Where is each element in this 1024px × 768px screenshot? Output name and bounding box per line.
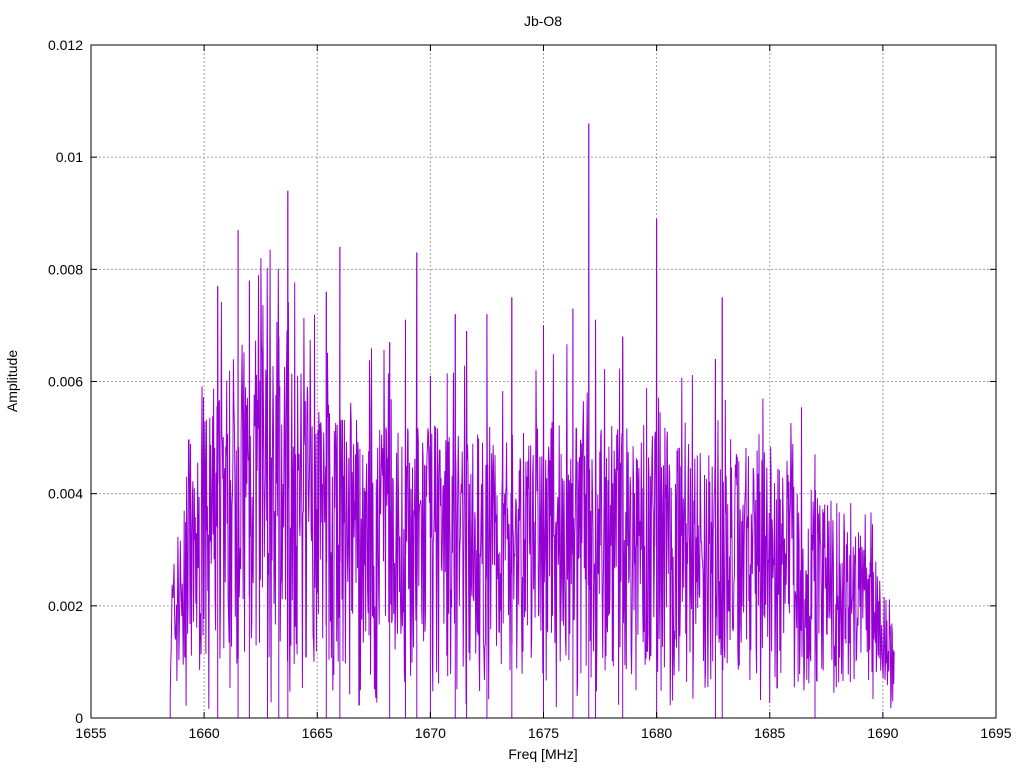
tick-layer: 1655 1660 1665 1670 1675 1680 1685 1690 1695 0 0.0… [48, 37, 1012, 741]
y-tick-label: 0.01 [56, 149, 83, 165]
x-tick-label: 1655 [75, 725, 106, 741]
x-tick-label: 1665 [302, 725, 333, 741]
chart-title: Jb-O8 [524, 13, 562, 29]
y-tick-label: 0.006 [48, 374, 83, 390]
x-tick-label: 1685 [754, 725, 785, 741]
x-tick-label: 1670 [415, 725, 446, 741]
x-tick-label: 1660 [189, 725, 220, 741]
series-line [169, 123, 895, 718]
y-tick-label: 0.008 [48, 261, 83, 277]
y-tick-label: 0.002 [48, 598, 83, 614]
y-tick-label: 0.012 [48, 37, 83, 53]
x-tick-label: 1690 [867, 725, 898, 741]
x-axis-label: Freq [MHz] [508, 746, 577, 762]
x-tick-label: 1680 [641, 725, 672, 741]
x-tick-label: 1675 [528, 725, 559, 741]
x-tick-label: 1695 [980, 725, 1011, 741]
y-tick-label: 0.004 [48, 486, 83, 502]
series-layer [169, 123, 895, 718]
y-tick-label: 0 [75, 710, 83, 726]
y-axis-label: Amplitude [4, 350, 20, 412]
